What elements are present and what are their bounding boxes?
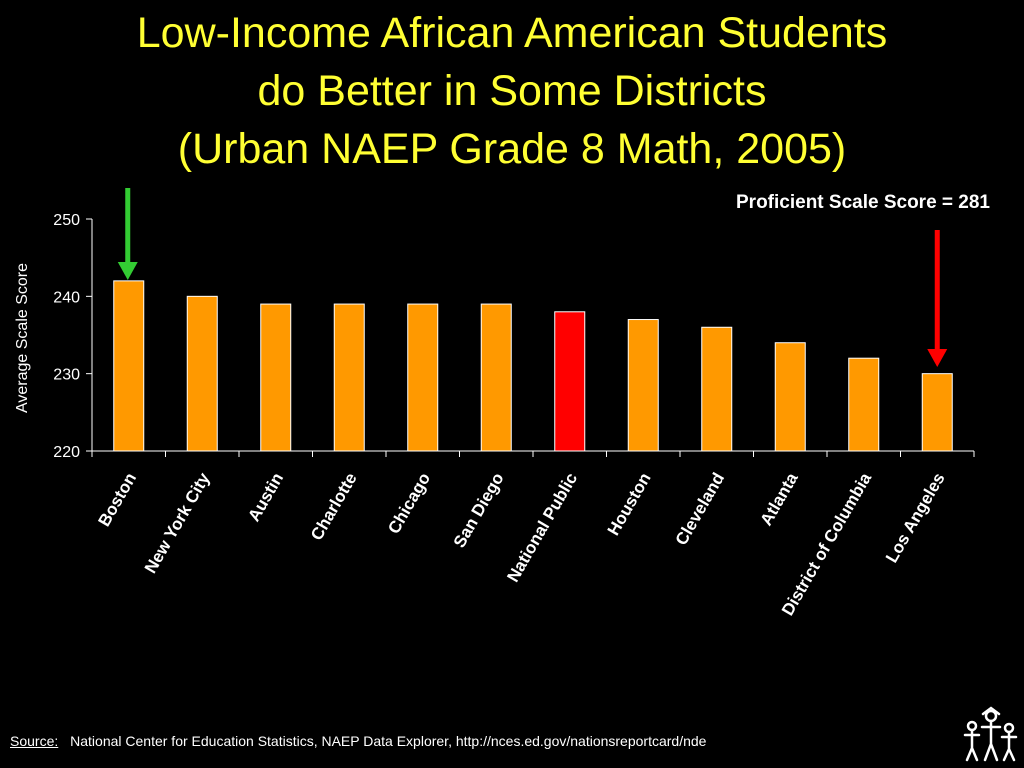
chart-title: Low-Income African American Students do … xyxy=(0,4,1024,178)
x-tick-label: National Public xyxy=(503,470,581,586)
x-tick-label: New York City xyxy=(141,469,214,577)
y-axis-label: Average Scale Score xyxy=(14,263,31,413)
bar xyxy=(186,295,218,452)
bar xyxy=(554,311,586,452)
bar xyxy=(848,357,880,452)
bar xyxy=(921,373,953,452)
bar xyxy=(333,303,365,452)
x-tick-label: Charlotte xyxy=(307,470,361,544)
y-tick-label: 230 xyxy=(53,367,80,384)
source-text: National Center for Education Statistics… xyxy=(70,733,707,749)
bar xyxy=(480,303,512,452)
x-tick-label: Los Angeles xyxy=(882,470,949,566)
x-tick-label: San Diego xyxy=(450,470,508,551)
red-arrow-icon-head xyxy=(927,349,948,367)
bar-chart: 220 230 240 250 Average Scale Score Boston New… xyxy=(14,188,990,619)
proficient-annotation: Proficient Scale Score = 281 xyxy=(736,192,990,213)
y-tick-label: 220 xyxy=(53,444,80,461)
y-tick-label: 250 xyxy=(53,212,80,229)
title-line: do Better in Some Districts xyxy=(257,67,767,115)
x-tick-label: Atlanta xyxy=(756,469,802,529)
bar xyxy=(701,326,733,452)
title-line: (Urban NAEP Grade 8 Math, 2005) xyxy=(177,125,847,173)
x-tick-label: Austin xyxy=(244,470,287,525)
bar xyxy=(774,342,806,452)
source-note: Source: National Center for Education St… xyxy=(10,733,706,749)
children-logo-icon xyxy=(963,706,1018,762)
source-label: Source: xyxy=(10,733,59,749)
x-tick-label: Houston xyxy=(604,470,655,539)
bar xyxy=(113,280,145,452)
bar xyxy=(407,303,439,452)
title-line: Low-Income African American Students xyxy=(136,9,888,57)
x-tick-label: Chicago xyxy=(384,470,434,538)
bar xyxy=(627,319,659,452)
bar xyxy=(260,303,292,452)
green-arrow-icon-head xyxy=(117,262,138,280)
x-tick-label: Boston xyxy=(94,470,140,530)
y-tick-label: 240 xyxy=(53,289,80,306)
x-tick-label: Cleveland xyxy=(672,470,729,549)
